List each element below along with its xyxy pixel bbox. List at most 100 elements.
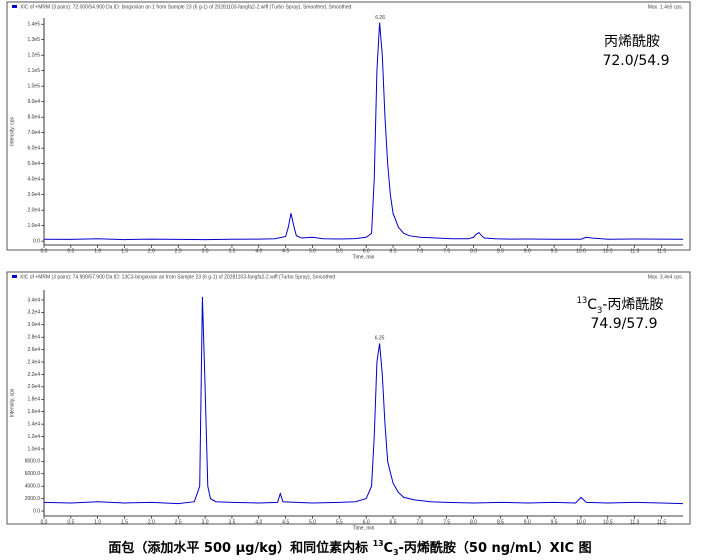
x-tick-label: 7.5 bbox=[443, 248, 450, 254]
x-tick-label: 4.0 bbox=[255, 248, 262, 254]
text-part: -丙烯酰胺 bbox=[602, 297, 663, 313]
x-tick-label: 4.5 bbox=[282, 248, 289, 254]
x-tick-label: 8.5 bbox=[497, 519, 504, 525]
panel-header: XIC of +MRM (3 pairs): 72.000/54.900 Da … bbox=[20, 4, 352, 10]
x-tick-label: 5.5 bbox=[336, 248, 343, 254]
text-part: -丙烯酰胺（50 ng/mL）XIC 图 bbox=[399, 540, 592, 556]
transition-label: 74.9/57.9 bbox=[590, 316, 657, 332]
x-tick-label: 5.0 bbox=[309, 519, 316, 525]
y-tick-label: 2.4e4 bbox=[27, 359, 40, 365]
y-tick-label: 3.0e4 bbox=[27, 322, 40, 328]
y-tick-label: 2.6e4 bbox=[27, 347, 40, 353]
x-tick-label: 9.0 bbox=[524, 248, 531, 254]
y-axis-label: Intensity, cps bbox=[9, 117, 15, 146]
legend-swatch bbox=[12, 5, 17, 8]
x-tick-label: 10.0 bbox=[576, 248, 586, 254]
y-tick-label: 7.0e4 bbox=[27, 130, 40, 136]
y-tick-label: 1.0e4 bbox=[27, 223, 40, 229]
y-tick-label: 1.0e5 bbox=[27, 84, 40, 90]
text-part: C bbox=[384, 541, 394, 556]
x-tick-label: 7.0 bbox=[416, 248, 423, 254]
y-tick-label: 1.4e4 bbox=[27, 421, 40, 427]
y-tick-label: 3.0e4 bbox=[27, 192, 40, 198]
text-part: 丙烯酰胺 bbox=[604, 34, 660, 50]
x-axis-label: Time, min bbox=[353, 254, 375, 260]
x-tick-label: 0.0 bbox=[41, 248, 48, 254]
x-tick-label: 9.5 bbox=[551, 248, 558, 254]
x-tick-label: 8.0 bbox=[470, 248, 477, 254]
legend-swatch bbox=[12, 275, 17, 278]
y-tick-label: 1.8e4 bbox=[27, 397, 40, 403]
y-tick-label: 1.2e4 bbox=[27, 434, 40, 440]
x-tick-label: 0.5 bbox=[67, 248, 74, 254]
y-tick-label: 1.0e4 bbox=[27, 446, 40, 452]
peak-label: 6.25 bbox=[375, 336, 385, 342]
y-tick-label: 1.2e5 bbox=[27, 53, 40, 59]
x-tick-label: 1.0 bbox=[94, 248, 101, 254]
x-tick-label: 10.0 bbox=[576, 519, 586, 525]
y-tick-label: 2.2e4 bbox=[27, 372, 40, 378]
y-tick-label: 5.0e4 bbox=[27, 161, 40, 167]
x-tick-label: 7.5 bbox=[443, 519, 450, 525]
y-tick-label: 1.1e5 bbox=[27, 68, 40, 74]
y-tick-label: 1.3e5 bbox=[27, 37, 40, 43]
panel-frame bbox=[6, 1, 691, 251]
x-tick-label: 0.5 bbox=[67, 519, 74, 525]
x-tick-label: 11.5 bbox=[657, 519, 667, 525]
text-part: 13 bbox=[577, 295, 588, 305]
x-tick-label: 10.5 bbox=[603, 519, 613, 525]
x-tick-label: 3.0 bbox=[202, 519, 209, 525]
x-tick-label: 3.5 bbox=[228, 248, 235, 254]
x-tick-label: 6.5 bbox=[390, 248, 397, 254]
y-tick-label: 2000.0 bbox=[25, 496, 41, 502]
x-tick-label: 7.0 bbox=[416, 519, 423, 525]
y-tick-label: 3.2e4 bbox=[27, 310, 40, 316]
y-tick-label: 0.0 bbox=[33, 238, 40, 244]
x-tick-label: 3.0 bbox=[202, 248, 209, 254]
x-tick-label: 2.0 bbox=[148, 519, 155, 525]
y-tick-label: 2.8e4 bbox=[27, 335, 40, 341]
y-tick-label: 1.6e4 bbox=[27, 409, 40, 415]
x-tick-label: 9.0 bbox=[524, 519, 531, 525]
y-tick-label: 1.4e5 bbox=[27, 22, 40, 28]
y-tick-label: 8.0e4 bbox=[27, 114, 40, 120]
compound-name: 13C3-丙烯酰胺 bbox=[577, 295, 664, 315]
y-axis-label: Intensity, cps bbox=[9, 388, 15, 417]
x-tick-label: 11.5 bbox=[657, 248, 667, 254]
y-tick-label: 6000.0 bbox=[25, 471, 41, 477]
panel-header: XIC of +MRM (3 pairs): 74.900/57.900 Da … bbox=[20, 274, 335, 280]
y-tick-label: 2.0e4 bbox=[27, 384, 40, 390]
y-tick-label: 4.0e4 bbox=[27, 176, 40, 182]
x-tick-label: 2.5 bbox=[175, 248, 182, 254]
y-tick-label: 3.4e4 bbox=[27, 297, 40, 303]
x-tick-label: 4.0 bbox=[255, 519, 262, 525]
x-tick-label: 11.0 bbox=[630, 248, 640, 254]
y-tick-label: 9.0e4 bbox=[27, 99, 40, 105]
text-part: 面包（添加水平 500 μg/kg）和同位素内标 bbox=[108, 540, 372, 556]
x-tick-label: 6.0 bbox=[363, 248, 370, 254]
peak-label: 6.26 bbox=[375, 15, 385, 21]
x-tick-label: 11.0 bbox=[630, 519, 640, 525]
x-tick-label: 5.5 bbox=[336, 519, 343, 525]
x-axis-label: Time, min bbox=[353, 525, 375, 531]
x-tick-label: 5.0 bbox=[309, 248, 316, 254]
x-tick-label: 8.5 bbox=[497, 248, 504, 254]
x-tick-label: 1.0 bbox=[94, 519, 101, 525]
x-tick-label: 1.5 bbox=[121, 248, 128, 254]
x-tick-label: 2.5 bbox=[175, 519, 182, 525]
x-tick-label: 8.0 bbox=[470, 519, 477, 525]
y-tick-label: 6.0e4 bbox=[27, 145, 40, 151]
trace bbox=[43, 296, 684, 505]
y-tick-label: 8000.0 bbox=[25, 459, 41, 465]
x-tick-label: 9.5 bbox=[551, 519, 558, 525]
text-part: 3 bbox=[393, 548, 398, 557]
caption: 面包（添加水平 500 μg/kg）和同位素内标 13C3-丙烯酰胺（50 ng… bbox=[108, 539, 591, 557]
text-part: 3 bbox=[597, 305, 602, 315]
compound-name: 丙烯酰胺 bbox=[604, 34, 660, 50]
trace bbox=[43, 22, 684, 241]
y-tick-label: 4000.0 bbox=[25, 484, 41, 490]
text-part: 13 bbox=[373, 539, 384, 548]
x-tick-label: 6.0 bbox=[363, 519, 370, 525]
x-tick-label: 1.5 bbox=[121, 519, 128, 525]
